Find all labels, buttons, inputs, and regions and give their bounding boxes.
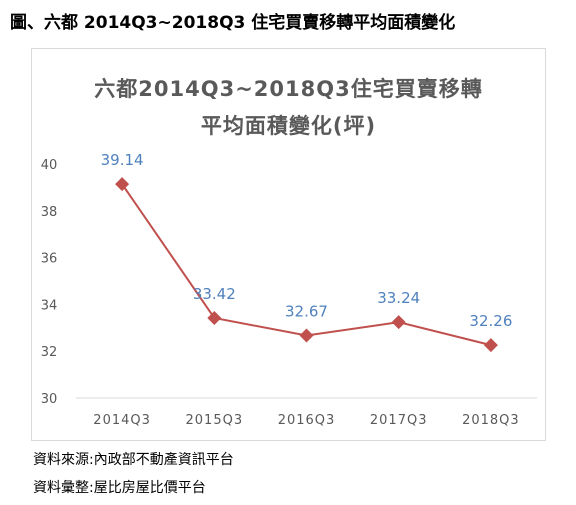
chart-subtitle: 平均面積變化(坪)	[200, 114, 377, 138]
x-tick-label: 2016Q3	[278, 413, 336, 428]
y-tick-label: 30	[41, 392, 58, 407]
data-label: 33.42	[193, 285, 236, 303]
data-label: 39.14	[101, 151, 144, 169]
compiler-note: 資料彙整:屋比房屋比價平台	[33, 480, 206, 496]
x-tick-label: 2017Q3	[370, 413, 428, 428]
y-tick-label: 40	[41, 158, 58, 173]
chart-container: 六都2014Q3~2018Q3住宅買賣移轉 平均面積變化(坪) 30 32 34 36…	[31, 48, 546, 441]
data-point-marker	[299, 328, 314, 343]
data-label: 33.24	[377, 289, 420, 307]
series-line	[121, 183, 492, 347]
y-tick-label: 36	[41, 252, 58, 267]
data-point-marker	[207, 310, 222, 325]
x-tick-label: 2015Q3	[186, 413, 244, 428]
y-tick-label: 38	[41, 205, 58, 220]
figure-title: 圖、六都 2014Q3~2018Q3 住宅買賣移轉平均面積變化	[10, 13, 456, 33]
data-label: 32.26	[469, 312, 512, 330]
data-point-marker	[115, 177, 130, 192]
source-note: 資料來源:內政部不動產資訊平台	[33, 452, 234, 468]
chart-title: 六都2014Q3~2018Q3住宅買賣移轉	[94, 77, 483, 101]
data-label: 32.67	[285, 303, 328, 321]
data-point-marker	[483, 338, 498, 353]
x-tick-label: 2018Q3	[462, 413, 520, 428]
y-tick-label: 32	[41, 345, 58, 360]
x-tick-label: 2014Q3	[93, 413, 151, 428]
line-chart: 30 32 34 36 38 40 2014Q3 2015Q3 2016Q3 2017Q3 2018…	[41, 151, 537, 428]
data-point-marker	[391, 315, 406, 330]
y-tick-label: 34	[41, 298, 58, 313]
